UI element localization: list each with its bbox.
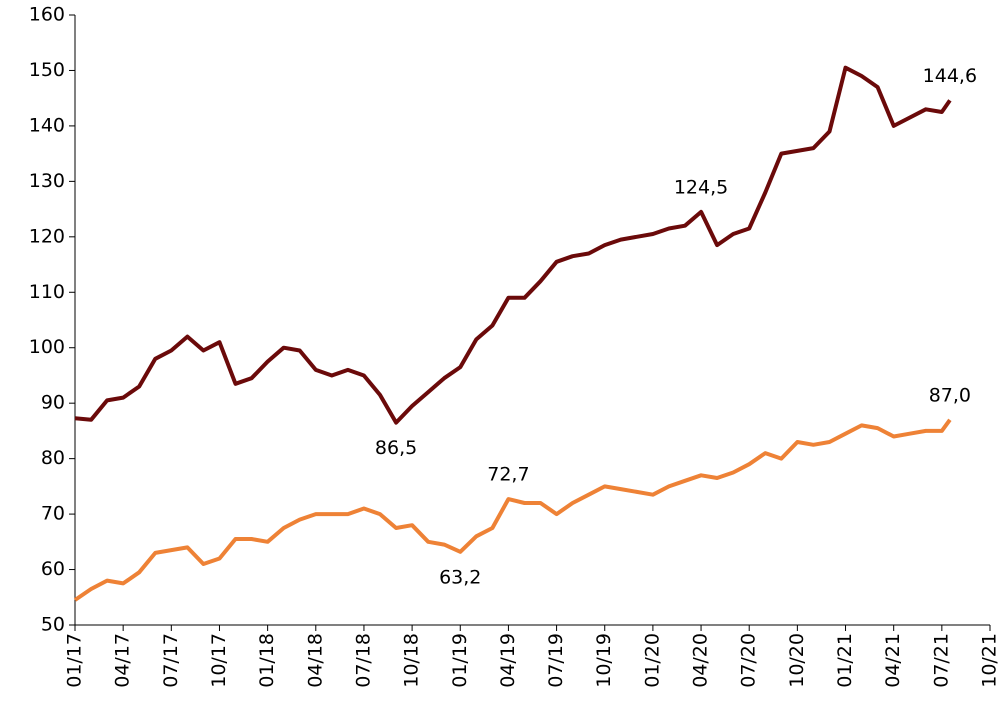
x-tick-label: 07/17 — [160, 633, 182, 688]
x-tick-label: 01/21 — [834, 633, 856, 688]
x-tick-label: 01/19 — [449, 633, 471, 688]
y-tick-label: 80 — [41, 447, 65, 469]
data-label: 86,5 — [375, 437, 417, 459]
y-tick-label: 130 — [29, 170, 65, 192]
x-tick-label: 10/18 — [401, 633, 423, 688]
x-tick-label: 07/20 — [738, 633, 760, 688]
x-tick-label: 07/19 — [545, 633, 567, 688]
y-tick-label: 120 — [29, 225, 65, 247]
y-tick-label: 150 — [29, 59, 65, 81]
data-label: 72,7 — [487, 464, 529, 486]
x-tick-label: 10/17 — [208, 633, 230, 688]
y-tick-label: 70 — [41, 503, 65, 525]
x-tick-label: 04/17 — [112, 633, 134, 688]
y-tick-label: 50 — [41, 614, 65, 636]
data-label: 87,0 — [929, 384, 971, 406]
data-label: 144,6 — [923, 65, 977, 87]
data-label: 63,2 — [439, 566, 481, 588]
x-tick-label: 10/21 — [979, 633, 999, 688]
y-tick-label: 110 — [29, 281, 65, 303]
x-tick-label: 10/19 — [593, 633, 615, 688]
data-label: 124,5 — [674, 176, 728, 198]
x-tick-label: 01/18 — [256, 633, 278, 688]
x-tick-label: 01/17 — [64, 633, 86, 688]
y-tick-label: 60 — [41, 558, 65, 580]
y-tick-label: 140 — [29, 114, 65, 136]
line-series — [75, 68, 950, 423]
x-tick-label: 04/19 — [497, 633, 519, 688]
x-tick-label: 07/18 — [352, 633, 374, 688]
y-tick-label: 90 — [41, 392, 65, 414]
x-tick-label: 01/20 — [641, 633, 663, 688]
x-tick-label: 04/20 — [690, 633, 712, 688]
y-tick-label: 100 — [29, 336, 65, 358]
x-tick-label: 04/18 — [304, 633, 326, 688]
line-series — [75, 420, 950, 600]
x-tick-label: 10/20 — [786, 633, 808, 688]
x-tick-label: 07/21 — [930, 633, 952, 688]
x-tick-label: 04/21 — [882, 633, 904, 688]
y-tick-label: 160 — [29, 4, 65, 26]
